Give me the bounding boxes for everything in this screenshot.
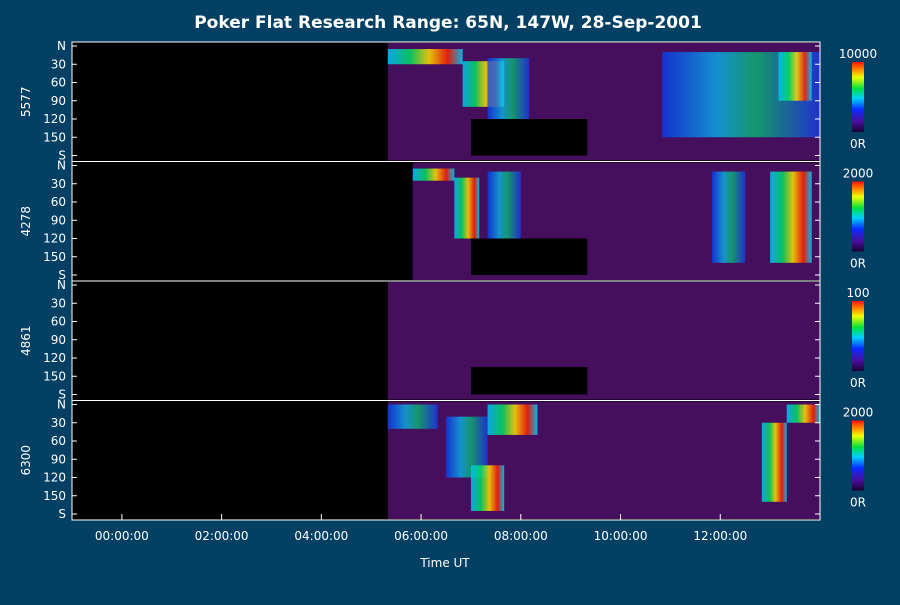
y-tick-label: S	[58, 149, 66, 163]
y-tick-label: 150	[43, 489, 66, 503]
y-tick-label: 150	[43, 369, 66, 383]
y-tick-label: 120	[43, 232, 66, 246]
colorbar	[852, 420, 864, 491]
x-tick-label: 10:00:00	[594, 529, 648, 543]
no-data-block	[470, 119, 588, 156]
x-tick-label: 04:00:00	[294, 529, 348, 543]
y-tick-label: N	[57, 278, 66, 292]
x-tick-label: 12:00:00	[693, 529, 747, 543]
colorbar-max-label: 10000	[839, 47, 877, 61]
panel-4861: N 30 60 90 120 150 S 4861 100 0R	[19, 278, 869, 402]
colorbar-min-label: 0R	[850, 376, 866, 390]
y-tick-label: 30	[51, 296, 66, 310]
y-tick-label: 60	[51, 315, 66, 329]
y-tick-label: 120	[43, 351, 66, 365]
colorbar-min-label: 0R	[850, 496, 866, 510]
data-region	[387, 282, 820, 400]
y-tick-label: S	[58, 268, 66, 282]
emission-feature	[387, 49, 463, 65]
y-tick-label: N	[57, 159, 66, 173]
y-tick-label: 60	[51, 76, 66, 90]
y-tick-label: 120	[43, 471, 66, 485]
x-tick-label: 02:00:00	[195, 529, 249, 543]
y-tick-label: N	[57, 398, 66, 412]
emission-feature	[786, 404, 820, 423]
x-tick-label: 06:00:00	[394, 529, 448, 543]
emission-feature	[487, 171, 521, 239]
colorbar	[852, 62, 864, 132]
y-tick-label: 30	[51, 416, 66, 430]
emission-feature	[711, 171, 746, 263]
panel-6300: N 30 60 90 120 150 S 6300 2000 0R	[19, 398, 873, 522]
chart-title: Poker Flat Research Range: 65N, 147W, 28…	[194, 13, 702, 33]
y-tick-label: 30	[51, 57, 66, 71]
panel-wavelength-label: 5577	[19, 86, 33, 117]
emission-feature	[454, 177, 480, 239]
y-tick-label: 150	[43, 250, 66, 264]
emission-feature	[778, 52, 812, 101]
y-tick-label: 90	[51, 213, 66, 227]
colorbar-min-label: 0R	[850, 137, 866, 151]
no-data-block	[470, 238, 588, 275]
y-tick-label: 60	[51, 195, 66, 209]
panel-wavelength-label: 6300	[19, 445, 33, 476]
y-tick-label: S	[58, 388, 66, 402]
colorbar	[852, 181, 864, 252]
emission-feature	[412, 168, 455, 181]
emission-feature	[487, 404, 538, 435]
y-tick-label: 30	[51, 177, 66, 191]
y-tick-label: 90	[51, 452, 66, 466]
y-tick-label: 150	[43, 130, 66, 144]
emission-feature	[470, 465, 505, 511]
colorbar	[852, 301, 864, 371]
y-tick-label: 60	[51, 434, 66, 448]
colorbar-max-label: 2000	[843, 167, 874, 181]
emission-feature	[761, 422, 787, 502]
no-data-block	[470, 367, 588, 395]
y-tick-label: 90	[51, 94, 66, 108]
panel-frame	[71, 400, 821, 521]
emission-feature	[387, 404, 438, 429]
emission-feature	[487, 58, 530, 126]
panel-wavelength-label: 4861	[19, 325, 33, 356]
panel-5577: N 30 60 90 120 150 S 5577 10000 0R	[19, 39, 877, 163]
y-tick-label: 120	[43, 112, 66, 126]
x-tick-label: 08:00:00	[494, 529, 548, 543]
colorbar-min-label: 0R	[850, 257, 866, 271]
x-axis-label: Time UT	[419, 556, 470, 570]
y-tick-label: S	[58, 507, 66, 521]
x-tick-label: 00:00:00	[95, 529, 149, 543]
colorbar-max-label: 100	[847, 286, 870, 300]
y-tick-label: 90	[51, 333, 66, 347]
panel-wavelength-label: 4278	[19, 206, 33, 237]
colorbar-max-label: 2000	[843, 406, 874, 420]
data-region-haze	[387, 282, 820, 400]
y-tick-label: N	[57, 39, 66, 53]
emission-feature	[770, 171, 812, 263]
panel-4278: N 30 60 90 120 150 S 4278 2000 0R	[19, 159, 873, 283]
